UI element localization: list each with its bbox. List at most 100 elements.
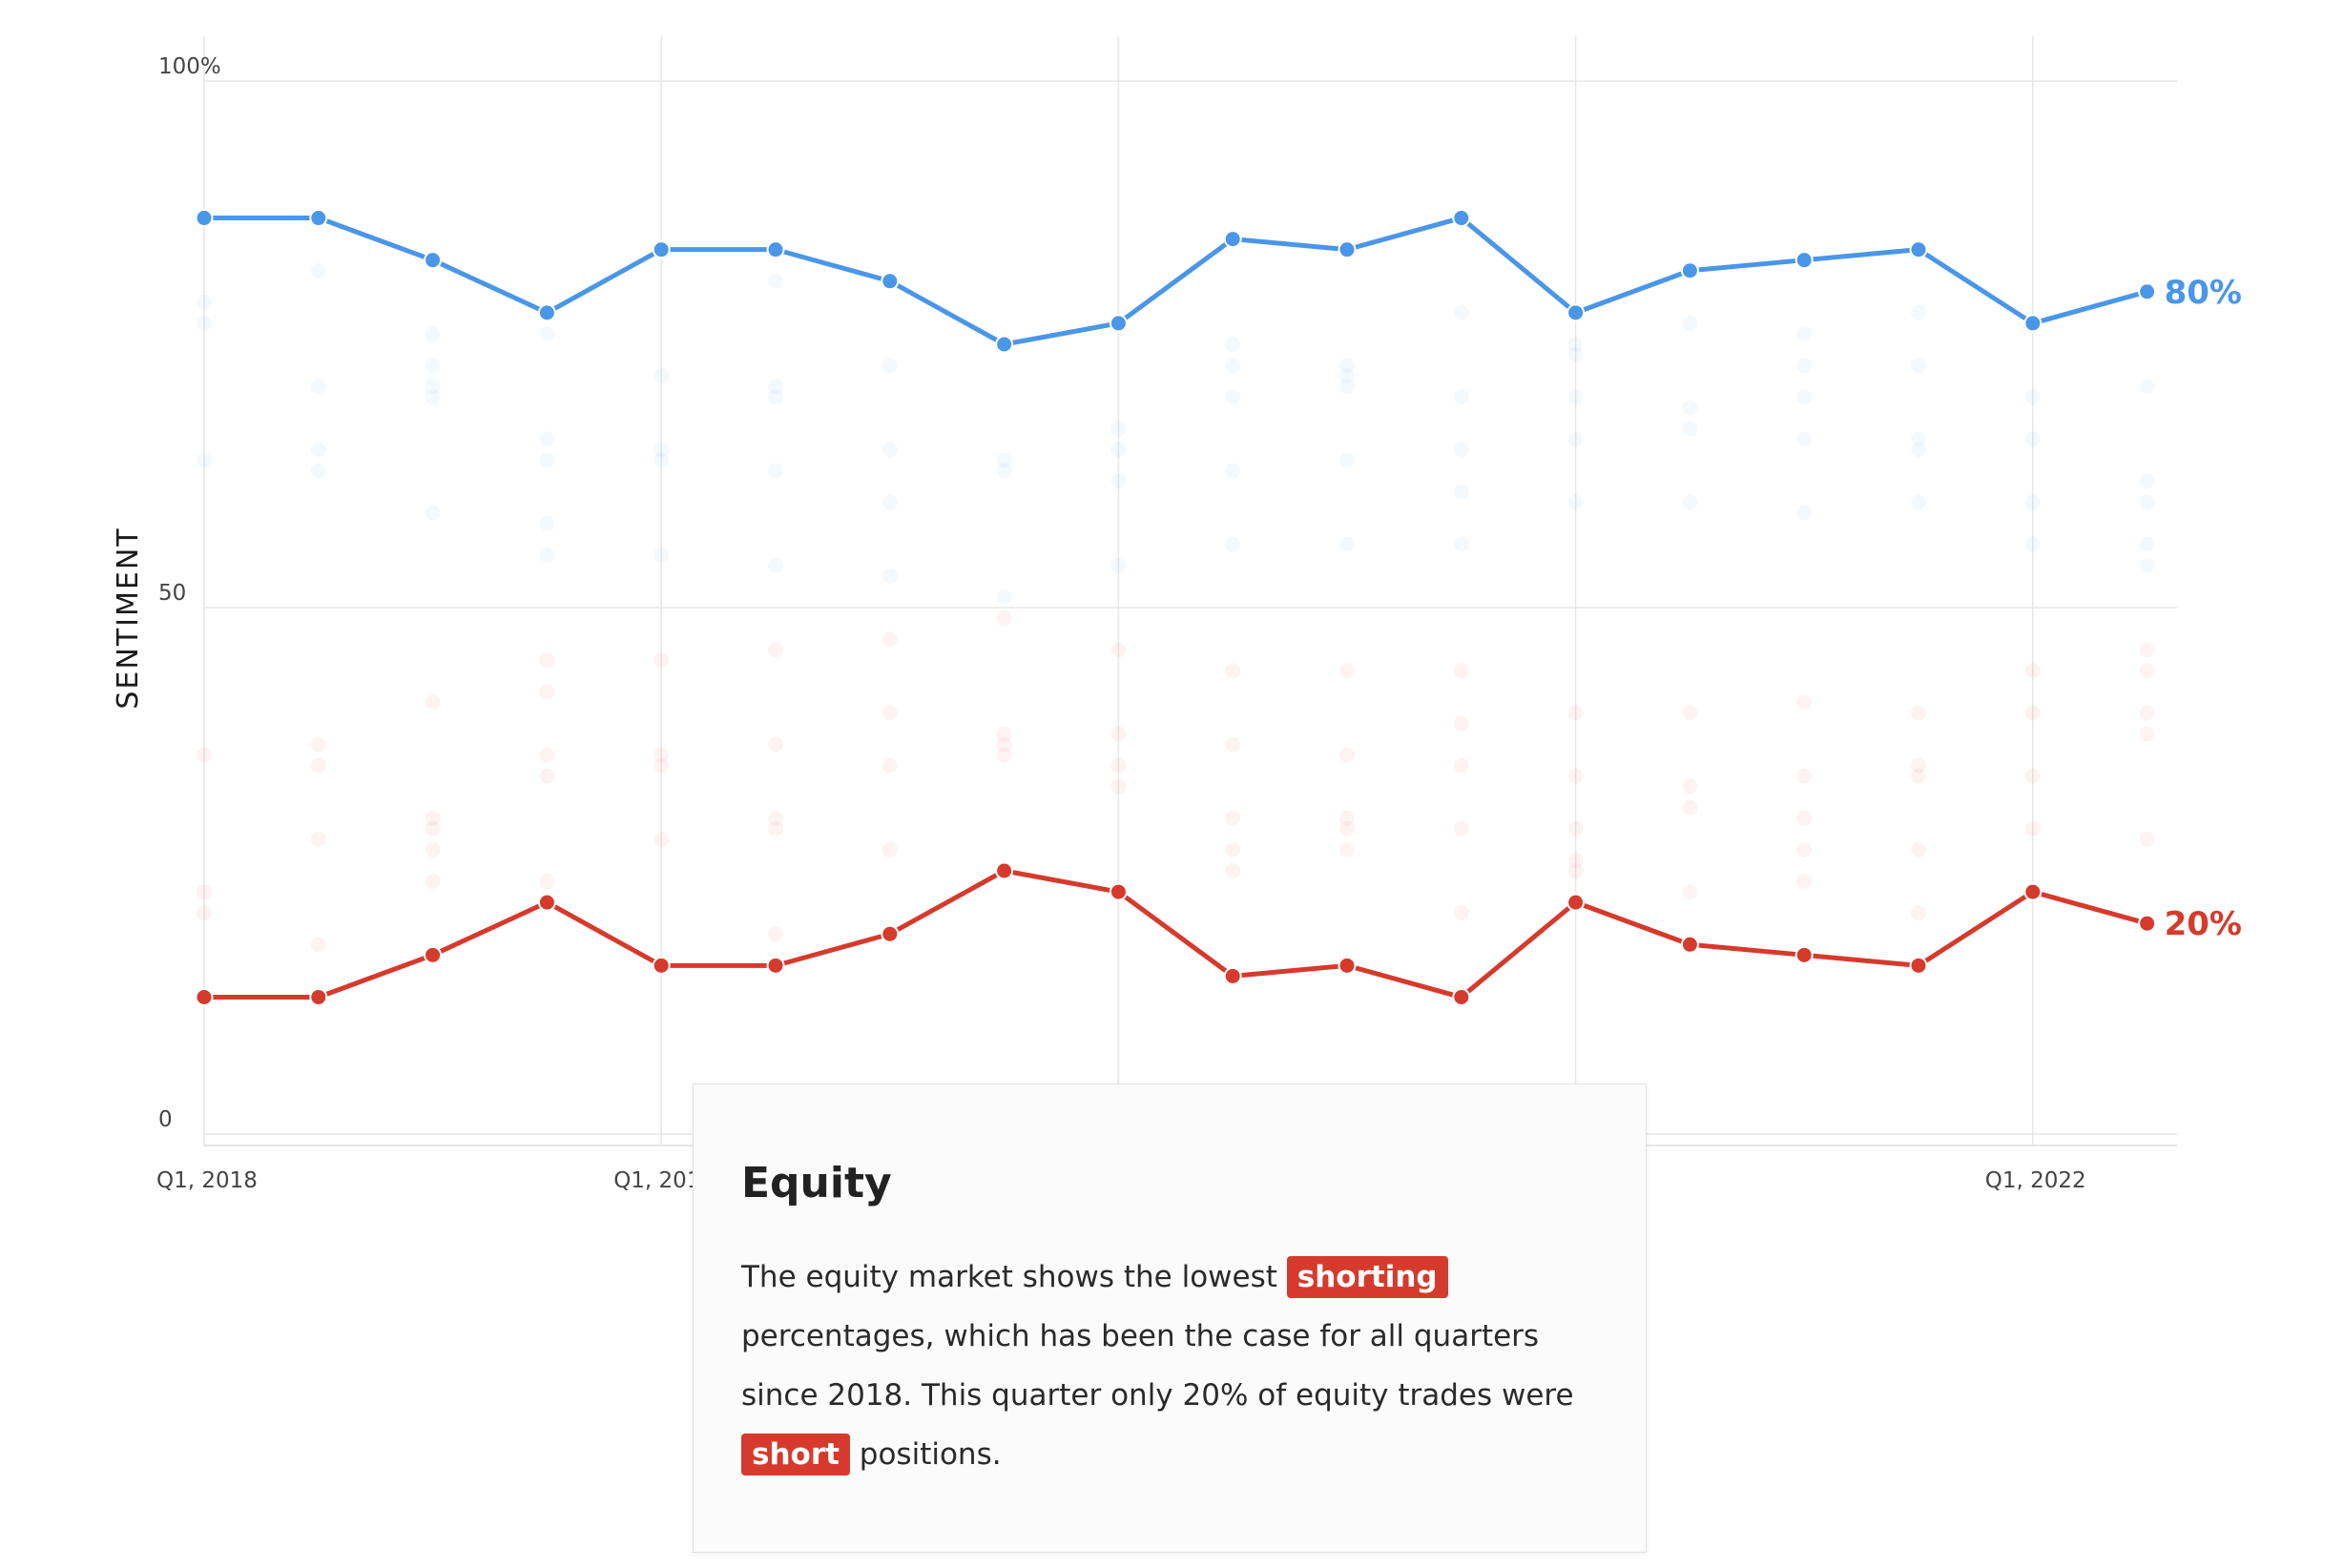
background-point-0-7-0	[996, 452, 1012, 468]
background-point-1-15-2	[1911, 768, 1926, 784]
background-point-0-16-1	[2024, 431, 2041, 447]
background-point-0-3-3	[539, 515, 555, 531]
background-point-0-16-0	[2024, 389, 2041, 405]
background-point-1-6-0	[882, 631, 898, 648]
background-point-1-13-1	[1682, 778, 1698, 794]
background-point-0-4-0	[653, 368, 670, 384]
background-point-0-16-2	[2024, 494, 2041, 510]
series-point-0-4	[652, 240, 671, 259]
background-point-0-12-3	[1567, 431, 1584, 447]
background-point-1-15-0	[1911, 705, 1926, 721]
series-point-1-7	[995, 861, 1014, 880]
background-point-1-6-2	[882, 757, 898, 774]
background-point-0-8-0	[1110, 421, 1127, 437]
background-point-0-2-2	[425, 379, 441, 395]
background-point-1-10-2	[1339, 810, 1355, 826]
background-point-1-17-2	[2139, 705, 2155, 721]
background-point-1-3-4	[539, 874, 555, 890]
background-point-1-14-1	[1796, 768, 1813, 784]
series-point-1-3	[537, 893, 556, 912]
background-point-0-5-2	[768, 389, 783, 405]
series-point-1-5	[766, 956, 785, 975]
background-point-1-5-2	[768, 810, 783, 826]
series-point-0-6	[881, 272, 900, 291]
background-point-0-12-0	[1567, 337, 1584, 352]
background-point-0-11-2	[1453, 442, 1469, 458]
background-point-0-12-1	[1567, 347, 1584, 363]
background-point-0-17-0	[2139, 379, 2155, 395]
background-point-1-3-0	[539, 652, 555, 669]
background-point-1-5-3	[768, 820, 783, 836]
background-point-1-17-0	[2139, 642, 2155, 658]
background-point-0-6-3	[882, 567, 898, 584]
background-point-0-1-3	[310, 463, 326, 479]
background-point-0-6-2	[882, 494, 898, 510]
background-point-1-5-1	[768, 736, 783, 753]
background-point-0-10-4	[1339, 536, 1355, 552]
x-tick-label-0: Q1, 2018	[156, 1168, 258, 1193]
series-point-1-11	[1452, 987, 1471, 1006]
background-point-0-9-1	[1225, 358, 1241, 374]
card-body: The equity market shows the lowest short…	[741, 1248, 1598, 1484]
background-point-0-3-0	[539, 325, 555, 341]
background-point-0-10-1	[1339, 368, 1355, 384]
series-point-1-10	[1338, 956, 1357, 975]
background-point-0-4-1	[653, 442, 670, 458]
series-point-0-1	[309, 209, 328, 228]
background-point-0-13-2	[1682, 421, 1698, 437]
background-point-0-3-2	[539, 452, 555, 468]
background-point-1-4-0	[653, 652, 670, 669]
background-point-1-12-0	[1567, 705, 1584, 721]
series-point-0-7	[995, 335, 1014, 354]
background-point-0-17-2	[2139, 494, 2155, 510]
background-point-0-1-1	[310, 379, 326, 395]
series-point-1-1	[309, 987, 328, 1006]
card-text-1: The equity market shows the lowest	[741, 1259, 1287, 1294]
background-point-0-9-4	[1225, 536, 1241, 552]
background-point-1-4-3	[653, 831, 670, 847]
card-text-2: percentages, which has been the case for…	[741, 1318, 1574, 1413]
series-point-0-16	[2023, 314, 2043, 333]
background-point-1-6-3	[882, 841, 898, 857]
background-point-0-2-1	[425, 358, 441, 374]
background-point-1-14-2	[1796, 810, 1813, 826]
background-point-0-11-0	[1453, 304, 1469, 320]
series-point-1-2	[424, 945, 443, 964]
background-point-1-15-3	[1911, 841, 1926, 857]
background-point-1-17-4	[2139, 831, 2155, 847]
background-point-0-15-0	[1911, 304, 1926, 320]
background-point-1-11-1	[1453, 715, 1469, 732]
background-point-0-15-1	[1911, 358, 1926, 374]
background-point-1-17-1	[2139, 663, 2155, 679]
background-point-0-1-2	[310, 442, 326, 458]
background-point-1-1-3	[310, 937, 326, 953]
background-point-0-8-2	[1110, 473, 1127, 489]
background-point-0-4-2	[653, 452, 670, 468]
background-point-0-5-4	[768, 557, 783, 573]
background-point-0-14-2	[1796, 389, 1813, 405]
background-point-0-12-2	[1567, 389, 1584, 405]
background-point-1-2-4	[425, 874, 441, 890]
background-point-1-3-2	[539, 747, 555, 763]
background-point-0-12-4	[1567, 494, 1584, 510]
series-point-0-12	[1566, 303, 1586, 322]
series-point-1-17	[2138, 914, 2157, 933]
x-tick-label-16: Q1, 2022	[1985, 1168, 2086, 1193]
background-point-1-12-3	[1567, 852, 1584, 868]
series-end-label-0: 80%	[2165, 274, 2242, 312]
gridlines	[203, 36, 2177, 1146]
background-point-1-4-2	[653, 757, 670, 774]
background-point-1-11-0	[1453, 663, 1469, 679]
background-point-1-14-0	[1796, 694, 1813, 711]
background-point-0-14-4	[1796, 505, 1813, 521]
background-point-1-6-1	[882, 705, 898, 721]
series-end-label-1: 20%	[2165, 905, 2242, 943]
background-point-1-1-0	[310, 736, 326, 753]
background-point-0-14-3	[1796, 431, 1813, 447]
series-point-1-4	[652, 956, 671, 975]
background-point-0-0-0	[197, 294, 212, 310]
series-point-0-11	[1452, 209, 1471, 228]
background-point-1-9-0	[1225, 663, 1241, 679]
background-point-1-17-3	[2139, 726, 2155, 742]
background-point-0-5-3	[768, 463, 783, 479]
